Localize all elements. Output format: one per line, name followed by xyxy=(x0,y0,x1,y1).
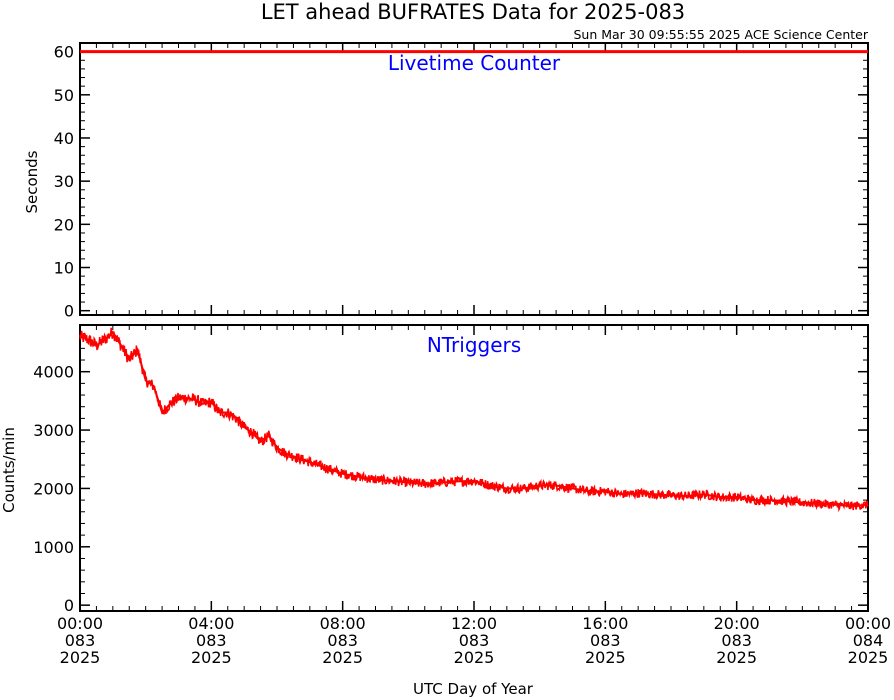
y-tick-label: 0 xyxy=(64,302,74,321)
x-tick-label-time: 00:00 xyxy=(57,614,103,633)
x-axis-label: UTC Day of Year xyxy=(413,680,534,698)
x-tick-label-day: 083 xyxy=(65,631,96,650)
panel-livetime-title: Livetime Counter xyxy=(388,51,561,75)
x-tick-label-day: 083 xyxy=(590,631,621,650)
x-tick-label-year: 2025 xyxy=(322,648,363,667)
y-tick-label: 3000 xyxy=(33,421,74,440)
panel-livetime-frame xyxy=(79,42,869,316)
x-tick-label-day: 083 xyxy=(721,631,752,650)
x-tick-labels: 00:00083202504:00083202508:00083202512:0… xyxy=(57,614,891,667)
panel-livetime: Livetime Counter Seconds 0 10 20 30 40 50 60 xyxy=(23,42,869,321)
chart-title: LET ahead BUFRATES Data for 2025-083 xyxy=(261,0,685,24)
y-tick-label: 20 xyxy=(54,215,74,234)
panel-livetime-ticks: 0 10 20 30 40 50 60 xyxy=(54,42,869,321)
y-tick-label: 4000 xyxy=(33,363,74,382)
x-tick-label-year: 2025 xyxy=(60,648,101,667)
panel-ntriggers-series xyxy=(79,327,869,513)
x-tick-label-time: 04:00 xyxy=(188,614,234,633)
panel-ntriggers: NTriggers Counts/min 0 1000 2000 3000 4000 0… xyxy=(0,324,891,667)
x-tick-label-year: 2025 xyxy=(585,648,626,667)
panel-ntriggers-title: NTriggers xyxy=(427,333,521,357)
x-tick-label-time: 08:00 xyxy=(320,614,366,633)
x-tick-label-time: 00:00 xyxy=(845,614,891,633)
panel-livetime-ylabel: Seconds xyxy=(23,150,41,213)
x-tick-label-day: 083 xyxy=(459,631,490,650)
x-tick-label-year: 2025 xyxy=(716,648,757,667)
x-tick-label-day: 083 xyxy=(327,631,358,650)
panel-ntriggers-frame xyxy=(79,324,869,612)
y-tick-label: 2000 xyxy=(33,479,74,498)
x-tick-label-time: 16:00 xyxy=(582,614,628,633)
y-tick-label: 30 xyxy=(54,172,74,191)
y-tick-label: 60 xyxy=(54,43,74,62)
x-tick-label-year: 2025 xyxy=(848,648,889,667)
timestamp: Sun Mar 30 09:55:55 2025 ACE Science Cen… xyxy=(573,27,868,42)
x-tick-label-year: 2025 xyxy=(454,648,495,667)
y-tick-label: 1000 xyxy=(33,538,74,557)
y-tick-label: 10 xyxy=(54,259,74,278)
y-tick-label: 50 xyxy=(54,86,74,105)
panel-ntriggers-ticks: 0 1000 2000 3000 4000 xyxy=(33,324,869,615)
x-tick-label-day: 083 xyxy=(196,631,227,650)
y-tick-label: 0 xyxy=(64,596,74,615)
x-tick-label-time: 20:00 xyxy=(714,614,760,633)
x-tick-label-year: 2025 xyxy=(191,648,232,667)
x-tick-label-time: 12:00 xyxy=(451,614,497,633)
y-tick-label: 40 xyxy=(54,129,74,148)
x-tick-label-day: 084 xyxy=(853,631,884,650)
ntriggers-series-line xyxy=(79,327,869,513)
panel-ntriggers-ylabel: Counts/min xyxy=(0,427,18,513)
